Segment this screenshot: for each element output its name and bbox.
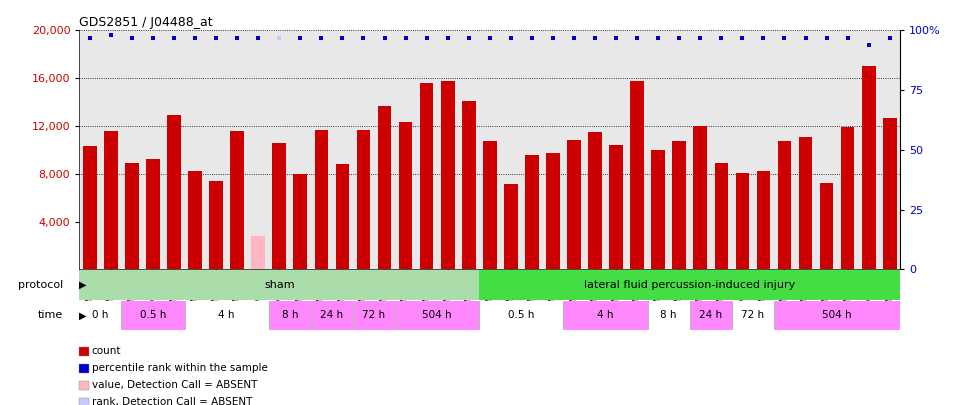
Bar <box>483 141 497 269</box>
Bar <box>480 301 564 330</box>
Text: GDS2851 / J04488_at: GDS2851 / J04488_at <box>79 16 213 29</box>
Bar <box>883 117 896 269</box>
Bar <box>79 301 122 330</box>
Bar <box>353 301 396 330</box>
Bar <box>273 143 286 269</box>
Bar <box>568 140 581 269</box>
Bar <box>209 181 223 269</box>
Bar <box>189 171 202 269</box>
Bar <box>480 270 900 300</box>
Bar <box>396 301 480 330</box>
Text: time: time <box>38 310 63 320</box>
Bar <box>83 146 97 269</box>
Text: 4 h: 4 h <box>219 310 235 320</box>
Bar <box>251 236 265 269</box>
Bar <box>294 174 308 269</box>
Bar <box>378 106 392 269</box>
Bar <box>672 141 686 269</box>
Text: protocol: protocol <box>17 280 63 290</box>
Text: 0 h: 0 h <box>92 310 108 320</box>
Bar <box>841 127 855 269</box>
Bar <box>125 163 138 269</box>
Bar <box>652 150 665 269</box>
Text: 8 h: 8 h <box>660 310 677 320</box>
Bar <box>756 171 771 269</box>
Bar <box>862 66 875 269</box>
Text: 24 h: 24 h <box>699 310 722 320</box>
Bar <box>185 301 269 330</box>
Bar <box>525 155 539 269</box>
Bar <box>122 301 185 330</box>
Bar <box>104 131 118 269</box>
Text: ▶: ▶ <box>79 310 87 320</box>
Bar <box>546 153 560 269</box>
Bar <box>336 164 349 269</box>
Bar <box>630 81 644 269</box>
Bar <box>689 301 732 330</box>
Bar <box>588 132 601 269</box>
Text: percentile rank within the sample: percentile rank within the sample <box>92 363 268 373</box>
Bar <box>564 301 648 330</box>
Bar <box>441 81 454 269</box>
Text: lateral fluid percussion-induced injury: lateral fluid percussion-induced injury <box>584 280 796 290</box>
Bar <box>736 173 749 269</box>
Bar <box>648 301 689 330</box>
Bar <box>310 301 353 330</box>
Bar <box>504 185 517 269</box>
Text: count: count <box>92 346 122 356</box>
Text: 8 h: 8 h <box>281 310 298 320</box>
Text: 72 h: 72 h <box>363 310 386 320</box>
Text: 504 h: 504 h <box>423 310 452 320</box>
Bar <box>79 270 480 300</box>
Text: 24 h: 24 h <box>320 310 343 320</box>
Bar <box>774 301 900 330</box>
Bar <box>357 130 370 269</box>
Bar <box>715 163 728 269</box>
Bar <box>820 183 834 269</box>
Bar <box>314 130 328 269</box>
Bar <box>146 160 160 269</box>
Text: value, Detection Call = ABSENT: value, Detection Call = ABSENT <box>92 380 257 390</box>
Bar <box>777 141 791 269</box>
Bar <box>609 145 623 269</box>
Text: 0.5 h: 0.5 h <box>140 310 166 320</box>
Bar <box>269 301 310 330</box>
Bar <box>420 83 433 269</box>
Bar <box>732 301 774 330</box>
Text: 504 h: 504 h <box>822 310 852 320</box>
Bar <box>693 126 707 269</box>
Bar <box>398 122 412 269</box>
Bar <box>167 115 181 269</box>
Text: 0.5 h: 0.5 h <box>509 310 535 320</box>
Text: ▶: ▶ <box>79 280 87 290</box>
Text: 72 h: 72 h <box>742 310 765 320</box>
Bar <box>799 137 812 269</box>
Text: rank, Detection Call = ABSENT: rank, Detection Call = ABSENT <box>92 397 252 405</box>
Text: 4 h: 4 h <box>598 310 614 320</box>
Bar <box>230 131 244 269</box>
Bar <box>462 101 476 269</box>
Text: sham: sham <box>264 280 295 290</box>
